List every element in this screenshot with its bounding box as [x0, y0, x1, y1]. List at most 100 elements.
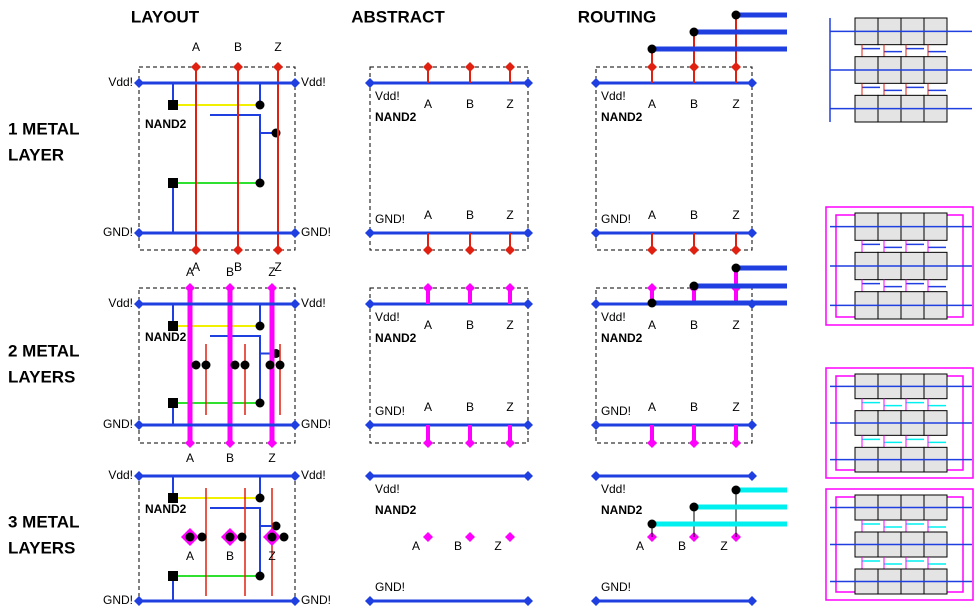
pin-diamond	[465, 283, 475, 293]
label: Vdd!	[108, 296, 133, 310]
wire	[210, 508, 260, 576]
contact-dot	[648, 520, 657, 529]
label: LAYER	[8, 145, 64, 164]
label: A	[186, 451, 194, 465]
contact-dot	[648, 299, 657, 308]
label: Z	[268, 549, 275, 563]
label: NAND2	[601, 110, 643, 124]
contact-square	[168, 398, 178, 408]
pin-diamond	[423, 438, 433, 448]
pin-diamond	[465, 245, 475, 255]
label: Z	[506, 400, 513, 414]
contact-dot	[256, 494, 265, 503]
label: B	[690, 97, 698, 111]
label: A	[424, 400, 432, 414]
rail-end	[591, 471, 601, 481]
label: B	[234, 40, 242, 54]
pin-diamond	[267, 438, 277, 448]
label: GND!	[301, 225, 331, 239]
rail-end	[591, 420, 601, 430]
label: GND!	[375, 212, 405, 226]
rail-end	[134, 78, 144, 88]
rail-end	[290, 78, 300, 88]
pin-diamond	[191, 245, 201, 255]
rail-end	[523, 420, 533, 430]
label: 2 METAL	[8, 341, 79, 360]
rail-end	[290, 471, 300, 481]
label: Z	[268, 451, 275, 465]
rail-end	[591, 78, 601, 88]
label: B	[466, 400, 474, 414]
pin-diamond	[731, 438, 741, 448]
label: LAYOUT	[131, 7, 200, 26]
label: B	[690, 400, 698, 414]
rail-end	[134, 596, 144, 606]
rail-end	[747, 471, 757, 481]
label: B	[466, 318, 474, 332]
rail-end	[134, 420, 144, 430]
label: B	[466, 208, 474, 222]
pin-diamond	[191, 62, 201, 72]
pin-diamond	[423, 245, 433, 255]
label: NAND2	[375, 110, 417, 124]
label: LAYERS	[8, 538, 75, 557]
contact-dot	[272, 129, 281, 138]
rail-end	[365, 596, 375, 606]
pin-diamond	[233, 245, 243, 255]
label: A	[192, 40, 200, 54]
label: GND!	[103, 593, 133, 607]
label: B	[226, 549, 234, 563]
pin-diamond	[465, 62, 475, 72]
label: Z	[268, 265, 275, 279]
label: NAND2	[145, 117, 187, 131]
pin-diamond	[505, 438, 515, 448]
label: Vdd!	[108, 75, 133, 89]
pin-diamond	[465, 532, 475, 542]
label: NAND2	[145, 330, 187, 344]
label: NAND2	[145, 502, 187, 516]
label: GND!	[375, 404, 405, 418]
rail-end	[747, 596, 757, 606]
pin-diamond	[185, 438, 195, 448]
label: Z	[506, 208, 513, 222]
label: NAND2	[601, 331, 643, 345]
contact-square	[168, 100, 178, 110]
label: Vdd!	[375, 310, 400, 324]
contact-dot	[690, 282, 699, 291]
rail-end	[290, 228, 300, 238]
contact-dot	[256, 101, 265, 110]
rail-end	[134, 299, 144, 309]
label: GND!	[375, 580, 405, 594]
label: A	[186, 549, 194, 563]
contact-dot	[266, 361, 275, 370]
pin-diamond	[689, 245, 699, 255]
rail-end	[365, 471, 375, 481]
pin-diamond	[267, 283, 277, 293]
pin-diamond	[731, 245, 741, 255]
rail-end	[523, 596, 533, 606]
label: A	[424, 208, 432, 222]
label: A	[186, 265, 194, 279]
pin-diamond	[423, 283, 433, 293]
contact-square	[168, 178, 178, 188]
label: B	[466, 97, 474, 111]
label: B	[678, 539, 686, 553]
rail-end	[365, 420, 375, 430]
pin-diamond	[505, 283, 515, 293]
label: Z	[506, 97, 513, 111]
pin-diamond	[185, 283, 195, 293]
rail-end	[747, 420, 757, 430]
label: Z	[732, 97, 739, 111]
label: NAND2	[375, 503, 417, 517]
contact-dot	[732, 11, 741, 20]
label: 3 METAL	[8, 512, 79, 531]
pin-diamond	[647, 438, 657, 448]
rail-end	[134, 471, 144, 481]
label: GND!	[103, 225, 133, 239]
rail-end	[290, 596, 300, 606]
contact-dot	[276, 361, 285, 370]
label: Vdd!	[301, 75, 326, 89]
label: LAYERS	[8, 367, 75, 386]
cell-boundary	[139, 67, 295, 250]
pin-diamond	[505, 532, 515, 542]
